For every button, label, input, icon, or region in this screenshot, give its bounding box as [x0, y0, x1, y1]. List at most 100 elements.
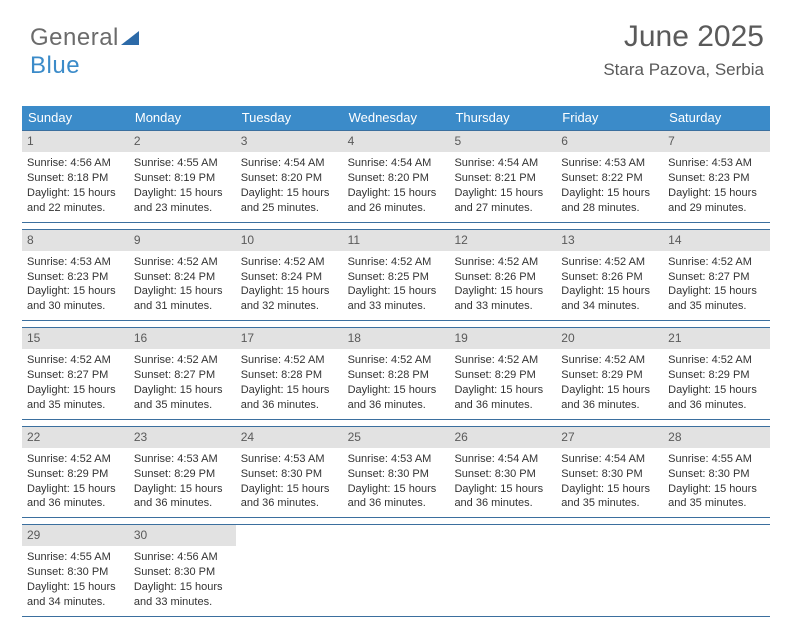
day-number: 15	[22, 328, 129, 349]
day-number: 13	[556, 230, 663, 251]
day-details: Sunrise: 4:52 AMSunset: 8:24 PMDaylight:…	[240, 255, 339, 314]
day-cell: 20Sunrise: 4:52 AMSunset: 8:29 PMDayligh…	[556, 328, 663, 419]
week-row: 29 Sunrise: 4:55 AMSunset: 8:30 PMDayligh…	[22, 524, 770, 617]
day-details: Sunrise: 4:55 AMSunset: 8:30 PMDaylight:…	[667, 452, 766, 511]
logo-sail-icon	[121, 29, 141, 47]
day-details: Sunrise: 4:55 AMSunset: 8:30 PMDaylight:…	[26, 550, 125, 609]
logo-text-2: Blue	[30, 52, 80, 79]
weekday-header: Thursday	[449, 106, 556, 130]
day-number: 21	[663, 328, 770, 349]
day-details: Sunrise: 4:52 AMSunset: 8:28 PMDaylight:…	[240, 353, 339, 412]
day-details: Sunrise: 4:54 AMSunset: 8:21 PMDaylight:…	[453, 156, 552, 215]
day-number: 28	[663, 427, 770, 448]
day-cell: 9 Sunrise: 4:52 AMSunset: 8:24 PMDaylight…	[129, 230, 236, 321]
day-cell: 3 Sunrise: 4:54 AMSunset: 8:20 PMDaylight…	[236, 131, 343, 222]
day-number: 24	[236, 427, 343, 448]
day-details: Sunrise: 4:52 AMSunset: 8:24 PMDaylight:…	[133, 255, 232, 314]
weekday-header: Tuesday	[236, 106, 343, 130]
day-number: 20	[556, 328, 663, 349]
day-cell: 7 Sunrise: 4:53 AMSunset: 8:23 PMDaylight…	[663, 131, 770, 222]
day-number: 5	[449, 131, 556, 152]
day-number: 8	[22, 230, 129, 251]
weekday-header-row: SundayMondayTuesdayWednesdayThursdayFrid…	[22, 106, 770, 130]
day-cell: 30 Sunrise: 4:56 AMSunset: 8:30 PMDayligh…	[129, 525, 236, 616]
day-cell: 4 Sunrise: 4:54 AMSunset: 8:20 PMDaylight…	[343, 131, 450, 222]
day-details: Sunrise: 4:53 AMSunset: 8:23 PMDaylight:…	[667, 156, 766, 215]
day-number: 17	[236, 328, 343, 349]
day-details: Sunrise: 4:53 AMSunset: 8:30 PMDaylight:…	[347, 452, 446, 511]
day-number: 9	[129, 230, 236, 251]
day-details: Sunrise: 4:54 AMSunset: 8:20 PMDaylight:…	[240, 156, 339, 215]
day-cell: 23Sunrise: 4:53 AMSunset: 8:29 PMDayligh…	[129, 427, 236, 518]
day-cell: 18 Sunrise: 4:52 AMSunset: 8:28 PMDayligh…	[343, 328, 450, 419]
day-cell: 16 Sunrise: 4:52 AMSunset: 8:27 PMDayligh…	[129, 328, 236, 419]
day-details: Sunrise: 4:52 AMSunset: 8:27 PMDaylight:…	[133, 353, 232, 412]
weekday-header: Friday	[556, 106, 663, 130]
day-cell: 8 Sunrise: 4:53 AMSunset: 8:23 PMDaylight…	[22, 230, 129, 321]
day-cell: 1 Sunrise: 4:56 AMSunset: 8:18 PMDaylight…	[22, 131, 129, 222]
day-cell: 12Sunrise: 4:52 AMSunset: 8:26 PMDayligh…	[449, 230, 556, 321]
day-details: Sunrise: 4:52 AMSunset: 8:29 PMDaylight:…	[667, 353, 766, 412]
weekday-header: Wednesday	[343, 106, 450, 130]
page-title: June 2025	[603, 20, 764, 54]
day-cell: 6 Sunrise: 4:53 AMSunset: 8:22 PMDaylight…	[556, 131, 663, 222]
day-cell: 11 Sunrise: 4:52 AMSunset: 8:25 PMDayligh…	[343, 230, 450, 321]
day-number: 2	[129, 131, 236, 152]
day-details: Sunrise: 4:56 AMSunset: 8:30 PMDaylight:…	[133, 550, 232, 609]
day-details: Sunrise: 4:53 AMSunset: 8:30 PMDaylight:…	[240, 452, 339, 511]
day-number: 14	[663, 230, 770, 251]
day-cell: 13Sunrise: 4:52 AMSunset: 8:26 PMDayligh…	[556, 230, 663, 321]
day-cell: 28 Sunrise: 4:55 AMSunset: 8:30 PMDayligh…	[663, 427, 770, 518]
day-cell: 27 Sunrise: 4:54 AMSunset: 8:30 PMDayligh…	[556, 427, 663, 518]
day-cell: 14 Sunrise: 4:52 AMSunset: 8:27 PMDayligh…	[663, 230, 770, 321]
week-row: 15Sunrise: 4:52 AMSunset: 8:27 PMDayligh…	[22, 327, 770, 420]
day-cell: 29 Sunrise: 4:55 AMSunset: 8:30 PMDayligh…	[22, 525, 129, 616]
day-details: Sunrise: 4:52 AMSunset: 8:26 PMDaylight:…	[453, 255, 552, 314]
day-number: 16	[129, 328, 236, 349]
logo: General Blue	[30, 24, 141, 80]
day-cell: 25Sunrise: 4:53 AMSunset: 8:30 PMDayligh…	[343, 427, 450, 518]
week-row: 22 Sunrise: 4:52 AMSunset: 8:29 PMDayligh…	[22, 426, 770, 519]
day-details: Sunrise: 4:53 AMSunset: 8:22 PMDaylight:…	[560, 156, 659, 215]
day-details: Sunrise: 4:52 AMSunset: 8:29 PMDaylight:…	[453, 353, 552, 412]
day-number: 29	[22, 525, 129, 546]
day-cell: 2 Sunrise: 4:55 AMSunset: 8:19 PMDaylight…	[129, 131, 236, 222]
day-number: 30	[129, 525, 236, 546]
day-number: 10	[236, 230, 343, 251]
day-number: 27	[556, 427, 663, 448]
logo-text-1: General	[30, 24, 119, 51]
day-cell: 10 Sunrise: 4:52 AMSunset: 8:24 PMDayligh…	[236, 230, 343, 321]
day-number: 7	[663, 131, 770, 152]
day-number: 19	[449, 328, 556, 349]
day-details: Sunrise: 4:54 AMSunset: 8:30 PMDaylight:…	[560, 452, 659, 511]
day-number: 26	[449, 427, 556, 448]
day-cell: 24 Sunrise: 4:53 AMSunset: 8:30 PMDayligh…	[236, 427, 343, 518]
day-details: Sunrise: 4:53 AMSunset: 8:29 PMDaylight:…	[133, 452, 232, 511]
day-number: 11	[343, 230, 450, 251]
day-cell: 15 Sunrise: 4:52 AMSunset: 8:27 PMDayligh…	[22, 328, 129, 419]
day-number: 22	[22, 427, 129, 448]
day-number: 3	[236, 131, 343, 152]
day-details: Sunrise: 4:53 AMSunset: 8:23 PMDaylight:…	[26, 255, 125, 314]
day-details: Sunrise: 4:54 AMSunset: 8:20 PMDaylight:…	[347, 156, 446, 215]
day-details: Sunrise: 4:55 AMSunset: 8:19 PMDaylight:…	[133, 156, 232, 215]
day-details: Sunrise: 4:52 AMSunset: 8:27 PMDaylight:…	[26, 353, 125, 412]
day-details: Sunrise: 4:52 AMSunset: 8:28 PMDaylight:…	[347, 353, 446, 412]
day-details: Sunrise: 4:52 AMSunset: 8:29 PMDaylight:…	[26, 452, 125, 511]
day-cell: 21 Sunrise: 4:52 AMSunset: 8:29 PMDayligh…	[663, 328, 770, 419]
location-label: Stara Pazova, Serbia	[603, 60, 764, 80]
day-cell: 26Sunrise: 4:54 AMSunset: 8:30 PMDayligh…	[449, 427, 556, 518]
day-number: 18	[343, 328, 450, 349]
day-details: Sunrise: 4:56 AMSunset: 8:18 PMDaylight:…	[26, 156, 125, 215]
day-details: Sunrise: 4:52 AMSunset: 8:27 PMDaylight:…	[667, 255, 766, 314]
day-number: 6	[556, 131, 663, 152]
day-details: Sunrise: 4:52 AMSunset: 8:25 PMDaylight:…	[347, 255, 446, 314]
day-cell: 22 Sunrise: 4:52 AMSunset: 8:29 PMDayligh…	[22, 427, 129, 518]
day-cell: 19 Sunrise: 4:52 AMSunset: 8:29 PMDayligh…	[449, 328, 556, 419]
title-block: June 2025 Stara Pazova, Serbia	[603, 20, 764, 80]
day-number: 4	[343, 131, 450, 152]
week-row: 8 Sunrise: 4:53 AMSunset: 8:23 PMDaylight…	[22, 229, 770, 322]
day-number: 1	[22, 131, 129, 152]
weekday-header: Monday	[129, 106, 236, 130]
calendar-grid: SundayMondayTuesdayWednesdayThursdayFrid…	[22, 106, 770, 623]
